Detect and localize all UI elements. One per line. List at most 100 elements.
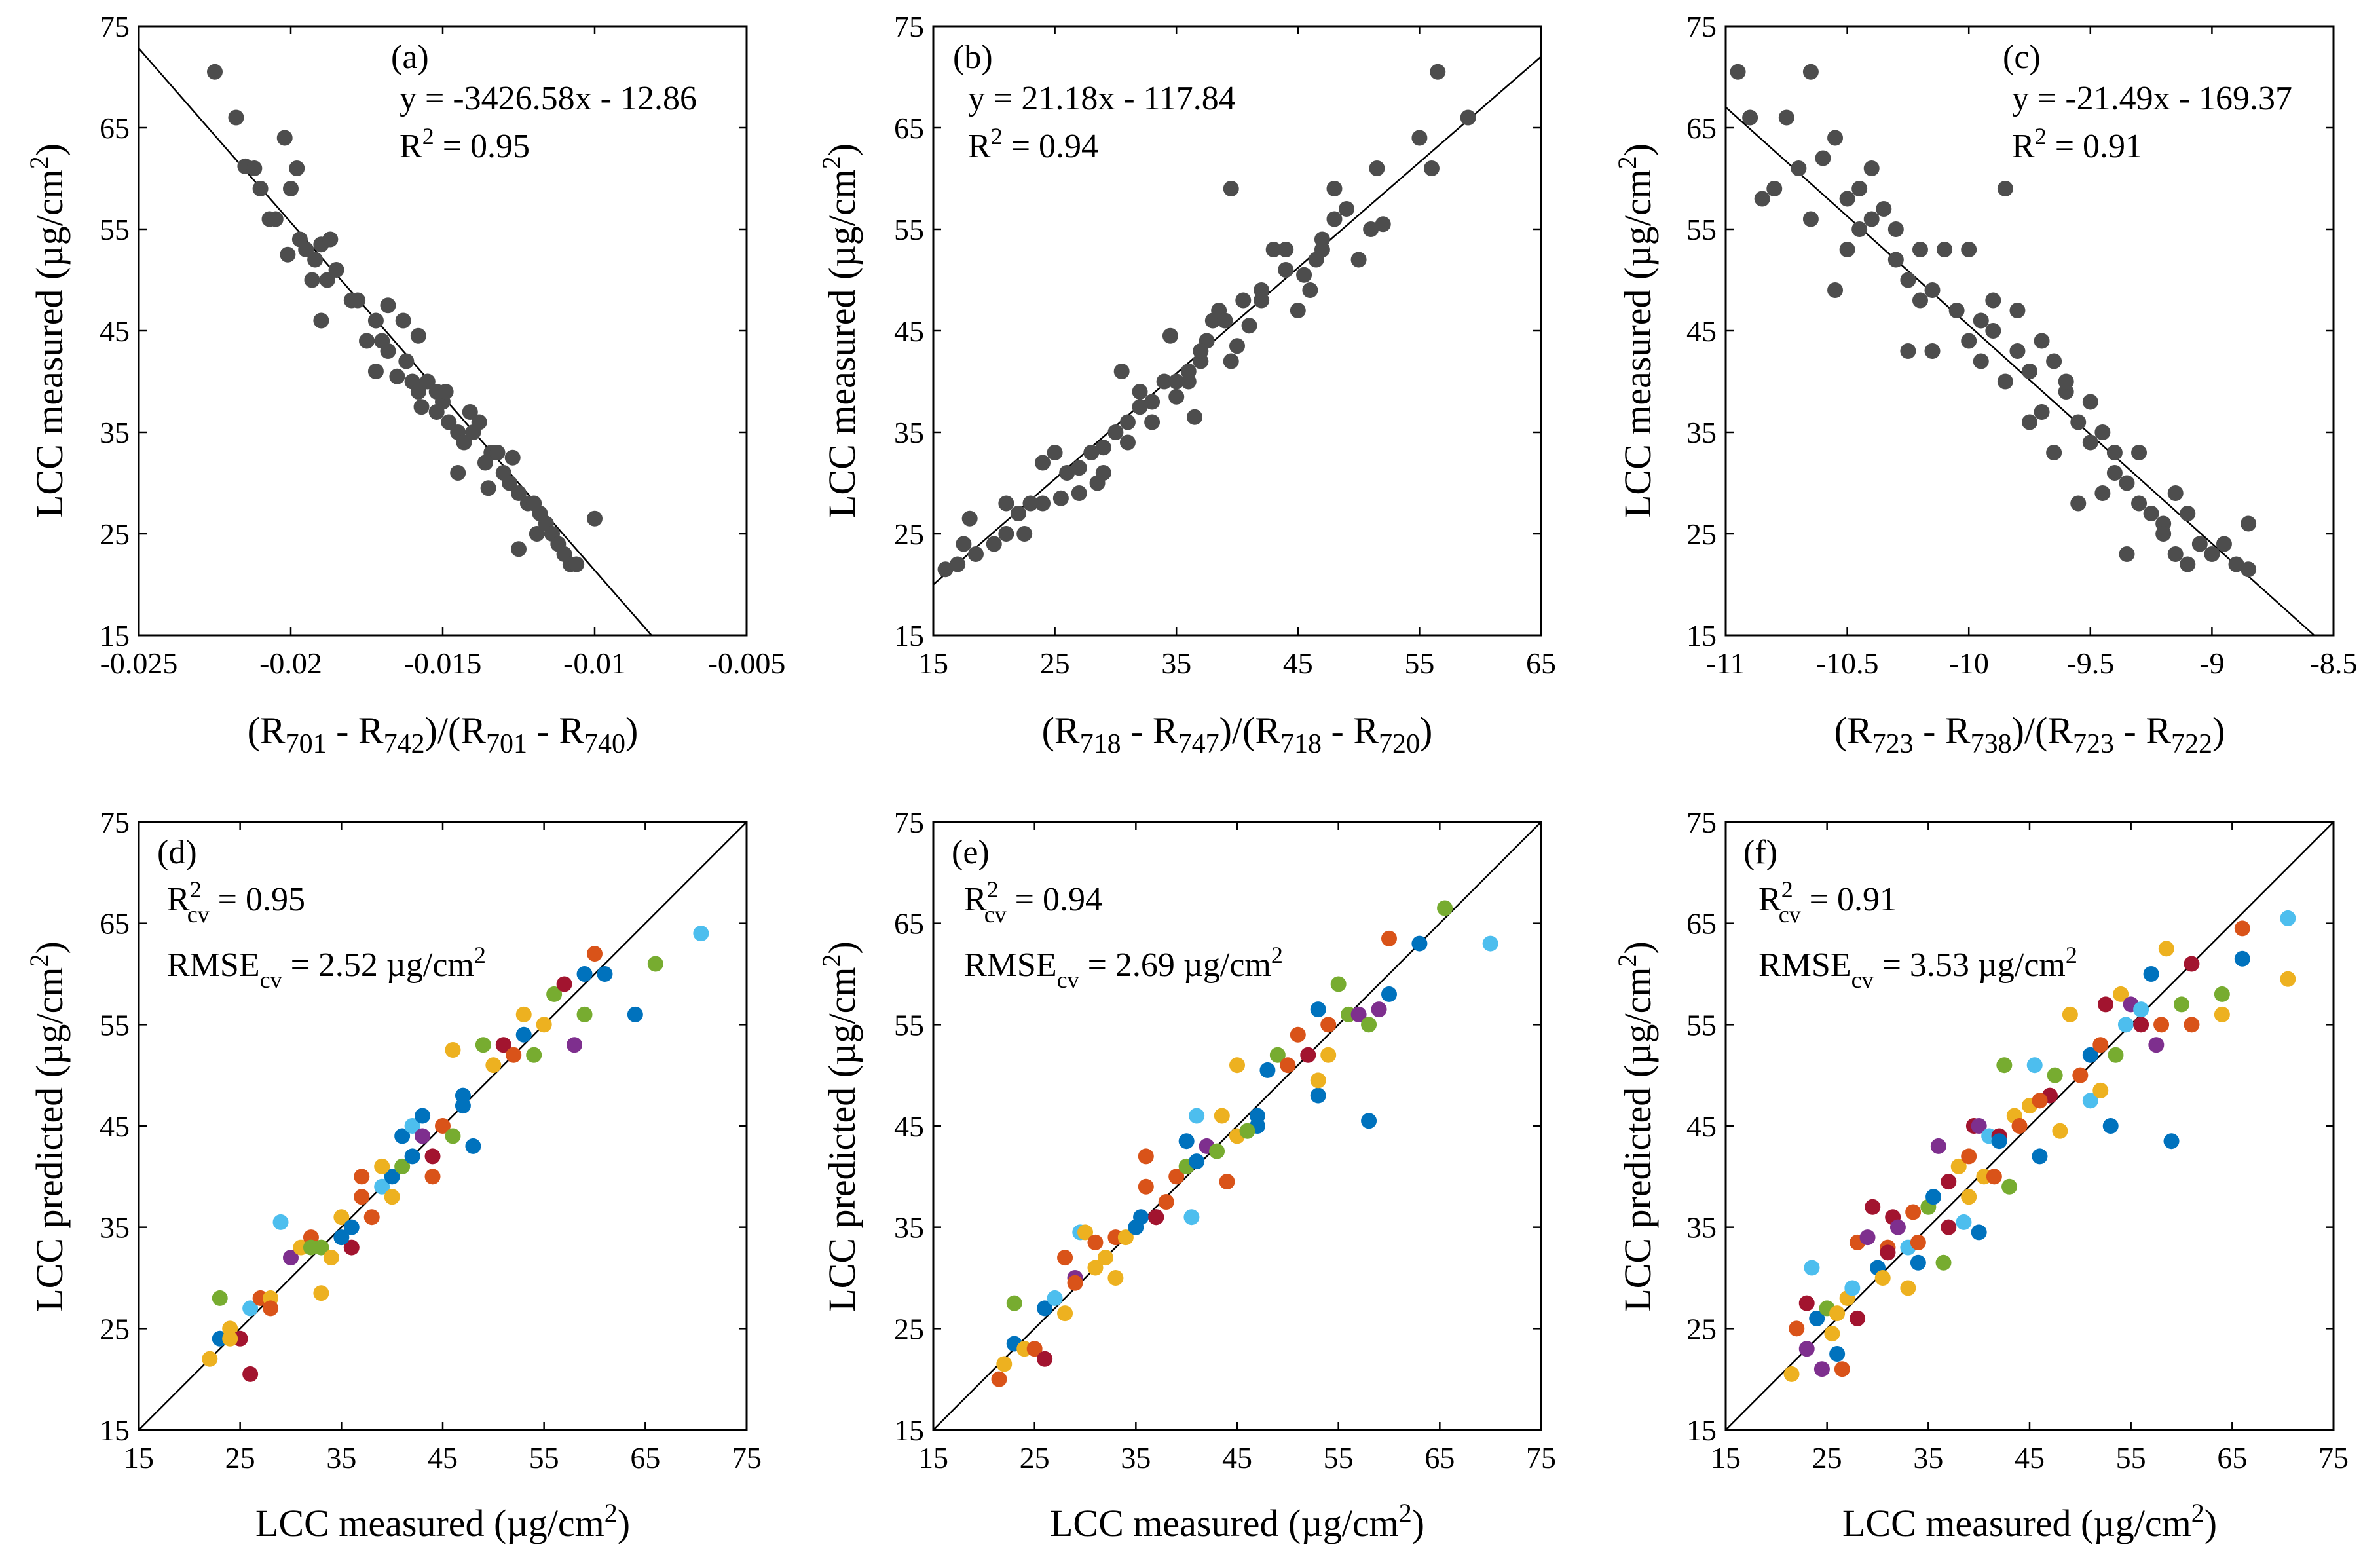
data-point <box>1187 409 1203 425</box>
data-point <box>323 1250 339 1266</box>
x-tick-label: 65 <box>1526 646 1556 680</box>
y-tick-label: 45 <box>100 1110 130 1143</box>
data-point <box>2163 1133 2180 1150</box>
data-point <box>1133 1209 1149 1226</box>
data-point <box>587 510 603 527</box>
data-point <box>1168 1169 1185 1185</box>
data-point <box>1026 1341 1043 1357</box>
data-point <box>1350 1006 1367 1022</box>
y-tick-label: 35 <box>894 416 924 449</box>
data-point <box>1095 465 1111 481</box>
y-tick-label: 55 <box>100 213 130 246</box>
data-point <box>1138 1148 1154 1165</box>
data-point <box>2280 910 2296 926</box>
data-point <box>986 536 1002 552</box>
data-point <box>374 1158 390 1174</box>
data-point <box>1887 252 1904 268</box>
data-point <box>384 1189 400 1205</box>
data-point <box>212 1290 228 1306</box>
y-tick-label: 15 <box>1686 619 1717 652</box>
data-point <box>1430 64 1446 80</box>
data-point <box>1730 64 1746 80</box>
data-point <box>1961 1148 1977 1165</box>
data-point <box>2216 536 2232 552</box>
data-point <box>398 353 415 369</box>
data-point <box>2047 1067 2063 1083</box>
data-point <box>998 495 1014 512</box>
ticks-c: -11 -10.5 -10 -9.5 -9 -8.5 15 25 35 45 55 65 75 <box>1686 10 2357 680</box>
data-point <box>1010 506 1026 521</box>
panel-f: 15 25 35 45 55 65 75 15 25 35 45 55 65 75 (f) R2 cv = … <box>1612 806 2349 1544</box>
panel-label-a: (a) <box>391 39 429 76</box>
data-point <box>303 1239 319 1256</box>
y-tick-label: 25 <box>1686 517 1717 551</box>
data-point <box>304 272 320 288</box>
data-point <box>2082 394 2098 410</box>
data-point <box>2113 986 2129 1002</box>
regression-line <box>933 56 1542 586</box>
x-tick-label: -9 <box>2199 646 2224 680</box>
data-point <box>2133 1017 2149 1033</box>
data-point <box>2117 1017 2134 1033</box>
data-point <box>2032 1093 2048 1109</box>
data-point <box>546 986 563 1002</box>
data-point <box>1300 1047 1316 1063</box>
data-point <box>1411 130 1428 146</box>
y-tick-label: 65 <box>894 907 924 941</box>
x-tick-label: 15 <box>1711 1441 1741 1474</box>
data-point <box>1310 1001 1326 1018</box>
data-point <box>1889 1219 1906 1235</box>
data-point <box>1071 460 1087 476</box>
data-point <box>2022 364 2037 379</box>
data-point <box>1180 364 1197 379</box>
data-point <box>283 181 299 196</box>
data-point <box>1361 1017 1377 1033</box>
x-tick-label: 65 <box>630 1441 660 1474</box>
data-point <box>1310 1072 1326 1089</box>
y-tick-label: 45 <box>1686 1110 1717 1143</box>
data-point <box>2092 1082 2109 1098</box>
data-point <box>350 292 366 309</box>
data-point <box>1219 1174 1235 1190</box>
data-point <box>2082 1047 2098 1063</box>
x-tick-label: 35 <box>1121 1441 1151 1474</box>
data-point <box>1132 399 1148 415</box>
data-point <box>1851 181 1868 196</box>
data-point <box>2143 966 2159 982</box>
data-point <box>1022 495 1039 512</box>
y-tick-label: 55 <box>894 213 924 246</box>
data-point <box>1839 242 1855 257</box>
data-point <box>1241 318 1257 334</box>
panel-label-f: (f) <box>1743 834 1777 871</box>
rmse-f: RMSEcv = 3.53 µg/cm2 <box>1758 942 2077 993</box>
data-point <box>343 1239 360 1256</box>
data-point <box>2082 1093 2098 1109</box>
y-tick-label: 35 <box>894 1211 924 1244</box>
y-tick-label: 65 <box>100 907 130 941</box>
y-tick-label: 45 <box>894 1110 924 1143</box>
data-point <box>404 1148 420 1165</box>
data-point <box>1798 1341 1815 1357</box>
data-point <box>363 1209 380 1226</box>
data-point <box>1437 900 1453 916</box>
data-point <box>2026 1057 2043 1074</box>
data-point <box>222 1330 238 1347</box>
data-point <box>1193 343 1209 359</box>
data-point <box>389 368 405 384</box>
y-tick-label: 15 <box>894 619 924 652</box>
x-tick-label: 45 <box>2015 1441 2045 1474</box>
x-tick-label: -0.01 <box>563 646 626 680</box>
data-point <box>1249 1108 1265 1124</box>
y-tick-label: 35 <box>100 416 130 449</box>
data-point <box>1087 1260 1104 1276</box>
x-tick-label: 25 <box>1812 1441 1842 1474</box>
xlabel-a: (R701 - R742)/(R701 - R740) <box>248 709 639 759</box>
data-point <box>1766 181 1783 196</box>
data-point <box>2180 556 2196 572</box>
data-point <box>506 1047 522 1063</box>
data-point <box>2174 996 2189 1013</box>
ylabel-e: LCC predicted (µg/cm2) <box>817 941 863 1312</box>
data-point <box>1097 1250 1113 1266</box>
data-point <box>2098 996 2113 1013</box>
